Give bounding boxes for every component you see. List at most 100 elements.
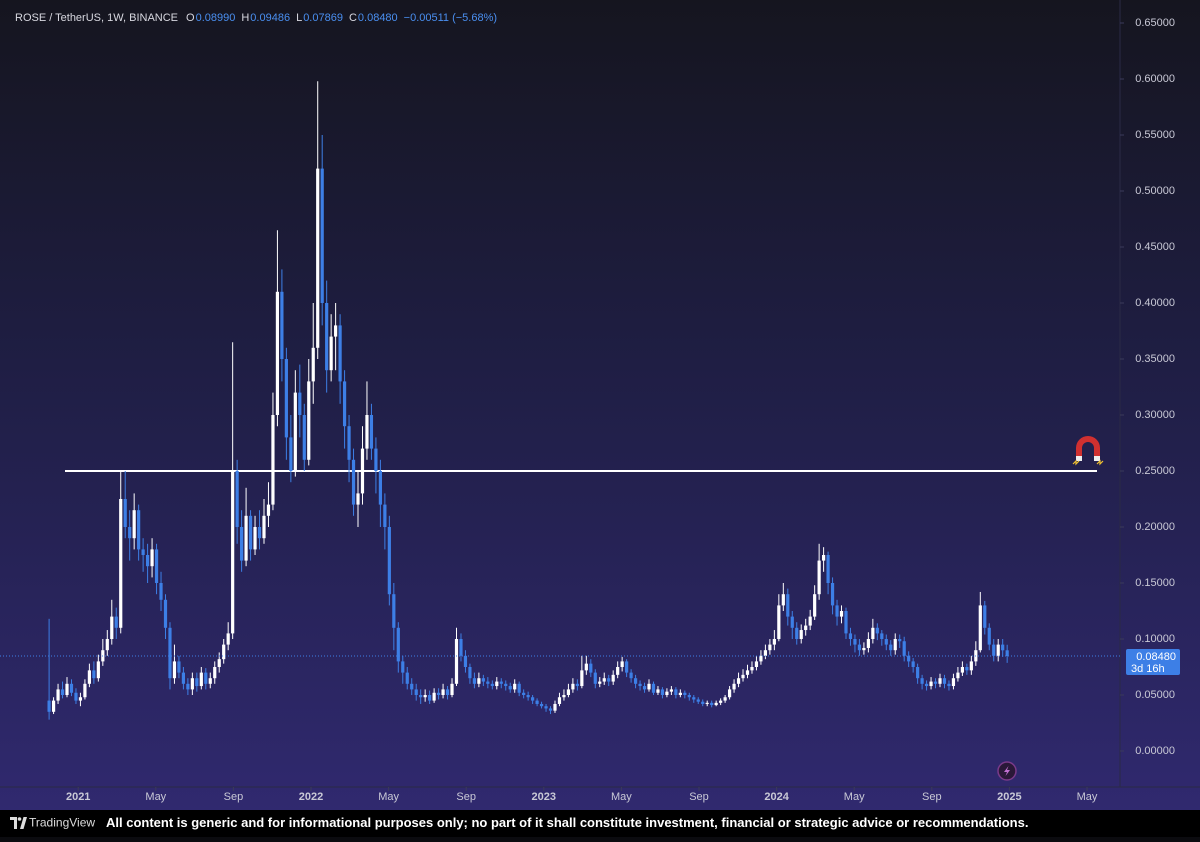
candle-body xyxy=(531,697,535,701)
candle-body xyxy=(813,594,817,617)
candle-body xyxy=(741,674,745,679)
candle-body xyxy=(141,549,145,555)
candle-body xyxy=(159,583,163,600)
candle-body xyxy=(396,627,400,662)
candle-body xyxy=(754,661,759,667)
y-tick-label: 0.40000 xyxy=(1135,297,1175,309)
candle-body xyxy=(316,168,320,348)
candle-body xyxy=(889,644,893,651)
candle-body xyxy=(114,616,118,628)
candle-body xyxy=(289,437,293,471)
candle-body xyxy=(911,661,915,667)
candle-body xyxy=(235,471,239,527)
ohlc-label: L xyxy=(296,12,302,24)
candle-body xyxy=(177,661,181,673)
candle-body xyxy=(481,678,485,682)
candle-body xyxy=(642,686,647,690)
candle-body xyxy=(929,681,933,687)
candle-body xyxy=(593,672,597,684)
candle-body xyxy=(253,527,257,550)
candle-body xyxy=(248,515,253,550)
candle-body xyxy=(638,683,642,687)
candle-body xyxy=(893,639,897,651)
candle-body xyxy=(808,616,812,626)
candle-body xyxy=(817,560,821,595)
candle-body xyxy=(656,689,660,693)
candle-body xyxy=(629,672,633,679)
x-tick-label: Sep xyxy=(456,791,476,803)
candle-body xyxy=(826,555,830,583)
candle-body xyxy=(965,667,969,671)
candle-body xyxy=(51,700,56,712)
candle-body xyxy=(947,683,951,687)
candle-body xyxy=(387,527,391,595)
candle-body xyxy=(271,415,275,505)
candle-body xyxy=(414,689,418,695)
candle-body xyxy=(87,670,91,684)
candle-body xyxy=(723,697,727,701)
candle-body xyxy=(795,627,799,639)
x-tick-label: 2023 xyxy=(532,791,556,803)
candle-body xyxy=(432,692,436,701)
plot: 0.00000 0.05000 0.10000 0.15000 0.20000 0.250… xyxy=(0,17,1175,803)
candle-body xyxy=(602,678,606,682)
candle-body xyxy=(522,692,526,695)
candle-body xyxy=(678,692,682,695)
candle-body xyxy=(772,639,776,645)
candle-body xyxy=(844,611,848,634)
y-tick-label: 0.15000 xyxy=(1135,577,1175,589)
candle-body xyxy=(992,644,996,656)
candle-body xyxy=(978,605,982,651)
candle-body xyxy=(987,627,991,645)
candle-body xyxy=(571,683,575,690)
candle-body xyxy=(956,672,960,679)
lightning-icon[interactable] xyxy=(997,761,1017,781)
candle-body xyxy=(853,639,857,645)
candle-body xyxy=(875,627,879,634)
candle-body xyxy=(490,683,494,687)
candle-body xyxy=(508,686,512,690)
candle-body xyxy=(195,678,199,687)
candle-body xyxy=(280,291,284,359)
x-tick-label: Sep xyxy=(922,791,942,803)
candle-body xyxy=(486,681,490,684)
candle-body xyxy=(916,667,920,679)
candle-body xyxy=(83,683,87,698)
x-tick-label: Sep xyxy=(689,791,709,803)
candle-body xyxy=(374,448,378,471)
candle-body xyxy=(884,639,888,645)
candle-body xyxy=(204,672,208,684)
symbol-title: ROSE / TetherUS, 1W, BINANCE xyxy=(15,12,178,24)
magnet-icon xyxy=(1072,436,1104,466)
last-price-box xyxy=(1126,649,1180,676)
candle-body xyxy=(154,549,159,583)
candle-body xyxy=(584,663,588,671)
chart-background xyxy=(0,0,1200,810)
candle-body xyxy=(907,655,911,662)
candle-body xyxy=(526,695,530,698)
candle-body xyxy=(257,527,262,539)
candle-body xyxy=(436,692,441,695)
candle-body xyxy=(669,689,673,692)
tradingview-logo[interactable] xyxy=(10,817,27,829)
candle-body xyxy=(580,670,584,687)
candle-body xyxy=(562,695,566,698)
x-tick-label: May xyxy=(1077,791,1098,803)
candle-body xyxy=(674,689,678,695)
candle-body xyxy=(123,499,127,527)
candle-body xyxy=(692,697,696,700)
bar-countdown: 3d 16h xyxy=(1131,663,1165,675)
candle-body xyxy=(266,504,271,516)
candle-body xyxy=(924,683,929,687)
candle-body xyxy=(351,459,356,505)
candle-body xyxy=(441,689,445,695)
candle-body xyxy=(499,681,503,684)
candle-body xyxy=(701,701,705,704)
ohlc-value: 0.08480 xyxy=(358,12,398,24)
candle-body xyxy=(589,663,593,673)
candle-body xyxy=(56,689,60,701)
candle-body xyxy=(298,392,302,415)
ohlc-value: 0.07869 xyxy=(303,12,343,24)
candle-body xyxy=(951,678,956,687)
